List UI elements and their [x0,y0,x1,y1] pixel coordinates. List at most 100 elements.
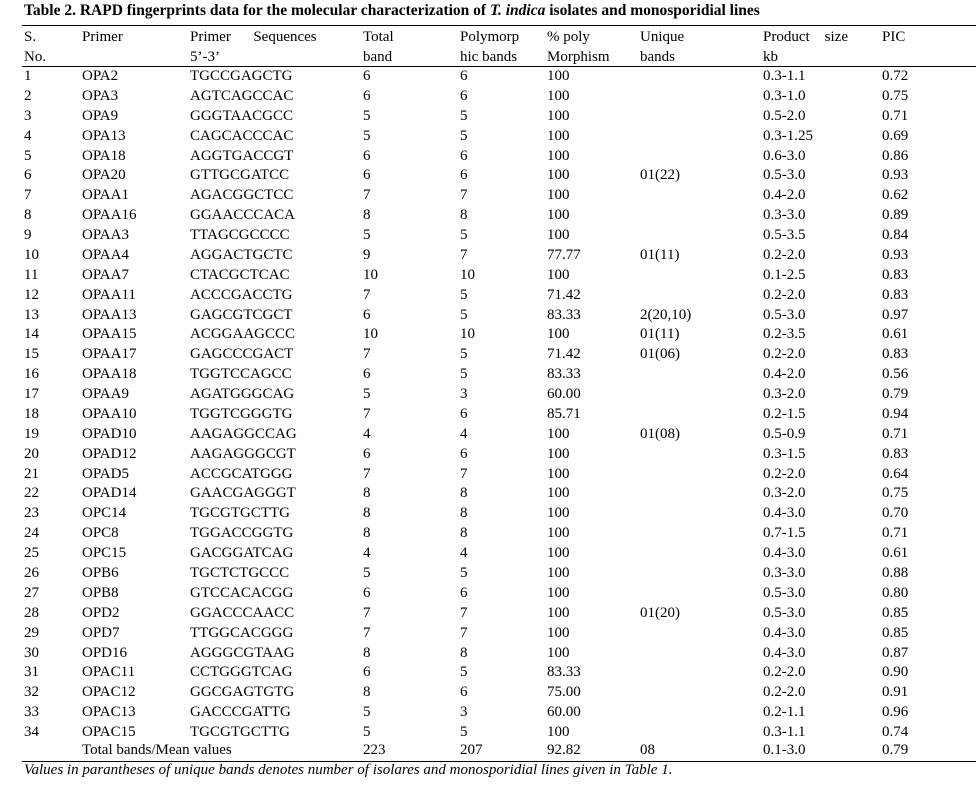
table-row: 20 OPAD12 AAGAGGGCGT 6 6 100 0.3-1.5 0.83 [0,444,976,464]
cell-pct: 100 [547,505,570,522]
cell-total: 8 [363,525,371,542]
table-row: 8 OPAA16 GGAACCCACA 8 8 100 0.3-3.0 0.89 [0,205,976,225]
cell-sno: 7 [24,187,32,204]
cell-pct: 100 [547,227,570,244]
cell-sequence: CAGCACCCAC [190,127,294,144]
table-row: 18 OPAA10 TGGTCGGGTG 7 6 85.71 0.2-1.5 0.94 [0,404,976,424]
cell-sequence: AGGTGACCGT [190,147,294,164]
table-row: 10 OPAA4 AGGACTGCTC 9 7 77.77 01(11) 0.2-2.0 0.9… [0,245,976,265]
cell-pct: 100 [547,604,570,621]
cell-sno: 16 [24,366,39,383]
cell-poly: 5 [460,664,468,681]
header-sequence: Primer Sequences 5’-3’ [190,27,317,67]
cell-pct: 100 [547,545,570,562]
cell-pic: 0.61 [882,326,909,343]
cell-total: 5 [363,227,371,244]
cell-total: 4 [363,545,371,562]
cell-sno: 11 [24,266,39,283]
cell-pic: 0.88 [882,565,909,581]
header-product-line: Product size [763,29,848,45]
table-row: 17 OPAA9 AGATGGGCAG 5 3 60.00 0.3-2.0 0.79 [0,384,976,404]
cell-primer: OPAA9 [82,386,129,403]
cell-poly: 6 [460,68,468,84]
cell-primer: OPA13 [82,127,126,144]
cell-pct: 100 [547,266,570,283]
cell-total: 5 [363,107,371,124]
cell-primer: OPAC15 [82,724,136,741]
header-pic-line [882,47,905,67]
table-row: 9 OPAA3 TTAGCGCCCC 5 5 100 0.5-3.5 0.84 [0,225,976,245]
cell-sequence: CTACGCTCAC [190,266,290,283]
cell-primer: OPA9 [82,107,119,124]
cell-pic: 0.93 [882,167,909,184]
cell-pic: 0.71 [882,525,909,542]
cell-poly: 3 [460,386,468,403]
header-sequence-line: 5’-3’ [190,49,220,65]
cell-sno: 27 [24,584,39,601]
cell-primer: OPAA16 [82,207,137,224]
table-row: 34 OPAC15 TGCGTGCTTG 5 5 100 0.3-1.1 0.74 [0,722,976,742]
table-row: 23 OPC14 TGCGTGCTTG 8 8 100 0.4-3.0 0.70 [0,503,976,523]
cell-pct: 71.42 [547,286,581,303]
cell-pic: 0.83 [882,445,909,462]
table-row: 13 OPAA13 GAGCGTCGCT 6 5 83.33 2(20,10) 0.5-3.0… [0,305,976,325]
cell-pct: 75.00 [547,684,581,701]
cell-pic: 0.93 [882,246,909,263]
cell-pic: 0.71 [882,425,909,442]
header-pct-line: % poly [547,29,590,45]
cell-pic: 0.83 [882,266,909,283]
cell-primer: OPB8 [82,584,119,601]
cell-pic: 0.62 [882,187,909,204]
cell-primer: OPB6 [82,565,119,581]
cell-primer: OPAA3 [82,227,129,244]
cell-product: 0.2-1.5 [763,405,806,422]
cell-pic: 0.96 [882,704,909,721]
cell-pct: 100 [547,107,570,124]
cell-sno: 15 [24,346,39,363]
cell-sno: 26 [24,565,39,581]
cell-pct: 100 [547,207,570,224]
title-text: Table 2. RAPD fingerprints data for the … [24,2,490,19]
header-primer-line: Primer [82,29,123,45]
cell-pct: 100 [547,644,570,661]
cell-primer: OPA20 [82,167,126,184]
cell-pic: 0.94 [882,405,909,422]
cell-sequence: TGCGTGCTTG [190,724,290,741]
cell-primer: OPD16 [82,644,128,661]
cell-product: 0.3-1.5 [763,445,806,462]
cell-total: 8 [363,644,371,661]
cell-total: 6 [363,445,371,462]
cell-pct: 85.71 [547,405,581,422]
table-row: 32 OPAC12 GGCGAGTGTG 8 6 75.00 0.2-2.0 0.91 [0,682,976,702]
cell-product: 0.3-2.0 [763,485,806,502]
cell-product: 0.4-2.0 [763,187,806,204]
cell-pct: 100 [547,167,570,184]
cell-total: 7 [363,604,371,621]
cell-pic: 0.83 [882,286,909,303]
cell-poly: 4 [460,545,468,562]
cell-pct: 71.42 [547,346,581,363]
header-unique-line: bands [640,49,675,65]
cell-pic: 0.72 [882,68,909,84]
cell-pct: 100 [547,465,570,482]
cell-product: 0.5-2.0 [763,107,806,124]
cell-total: 5 [363,704,371,721]
cell-poly: 7 [460,187,468,204]
cell-pct: 83.33 [547,306,581,323]
cell-product: 0.3-1.1 [763,68,806,84]
table-row: 25 OPC15 GACGGATCAG 4 4 100 0.4-3.0 0.61 [0,543,976,563]
cell-sequence: GGCGAGTGTG [190,684,295,701]
cell-poly: 4 [460,425,468,442]
cell-pic: 0.64 [882,465,909,482]
cell-pct: 100 [547,724,570,741]
table-row: 16 OPAA18 TGGTCCAGCC 6 5 83.33 0.4-2.0 0.56 [0,364,976,384]
table-row: 7 OPAA1 AGACGGCTCC 7 7 100 0.4-2.0 0.62 [0,185,976,205]
cell-total: 8 [363,684,371,701]
cell-pct: 60.00 [547,704,581,721]
table-row: 14 OPAA15 ACGGAAGCCC 10 10 100 01(11) 0.2-3.5 0.… [0,324,976,344]
cell-primer: OPAD14 [82,485,137,502]
cell-total: 7 [363,346,371,363]
cell-sno: 33 [24,704,39,721]
cell-poly: 8 [460,207,468,224]
cell-product: 0.7-1.5 [763,525,806,542]
